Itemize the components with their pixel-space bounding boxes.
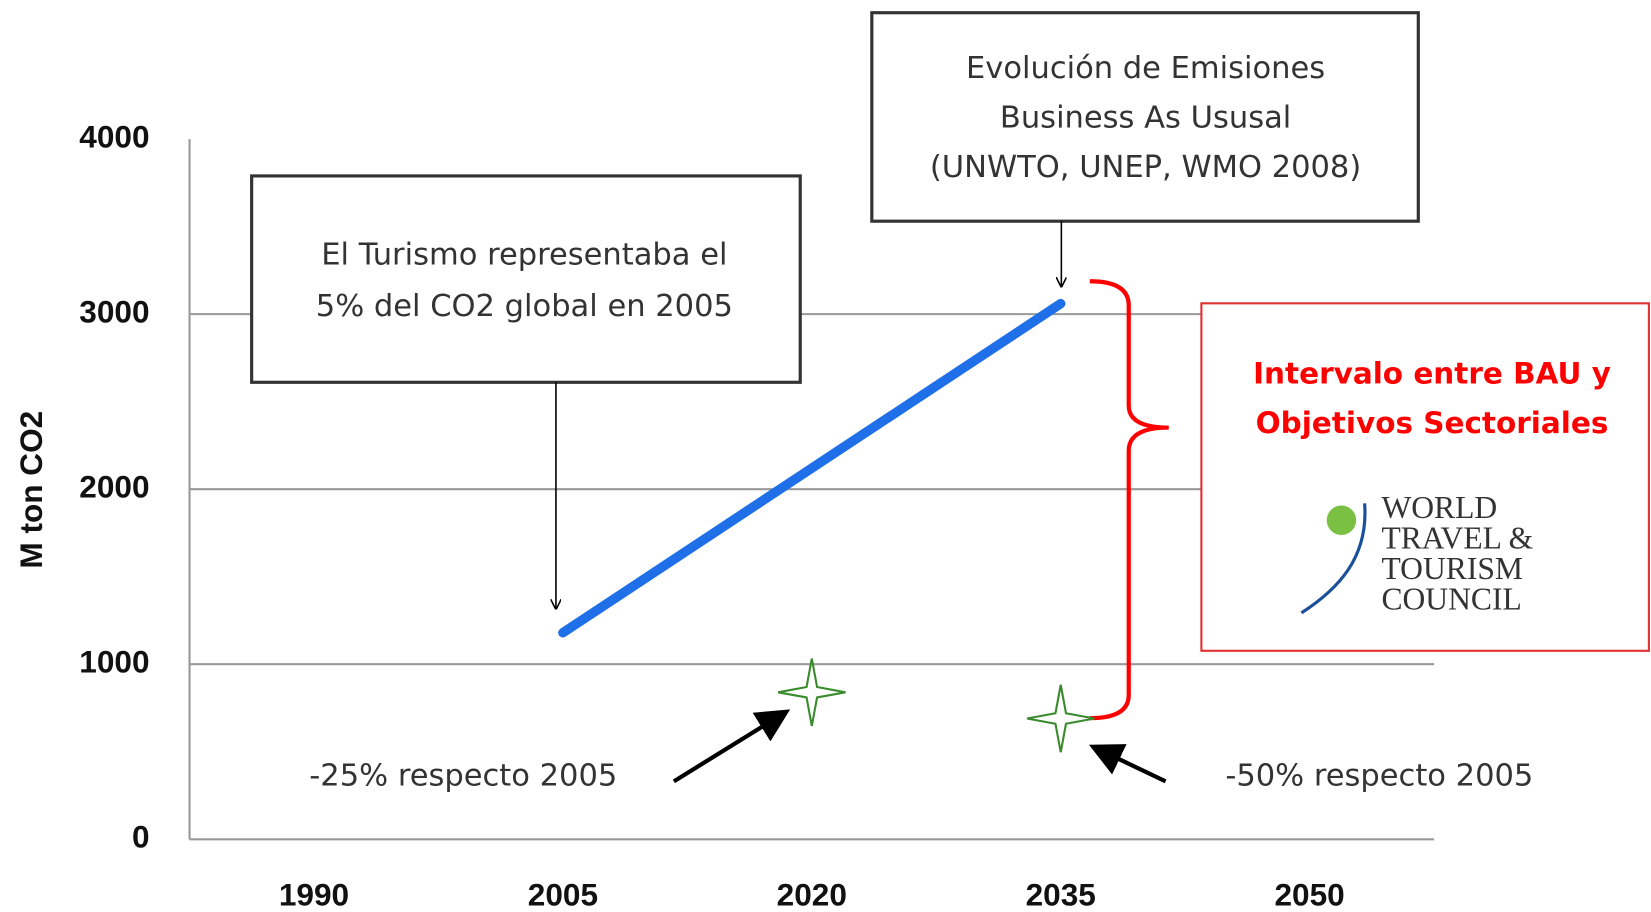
y-tick-label: 0 (132, 819, 150, 855)
bracket (1089, 279, 1169, 721)
annotation-text: Objetivos Sectoriales (1256, 406, 1609, 440)
x-tick-label: 2050 (1275, 877, 1345, 912)
annotation-text: El Turismo representaba el (321, 237, 727, 272)
annotation-text: -50% respecto 2005 (1225, 759, 1533, 794)
star-marker (777, 658, 846, 727)
x-tick-label: 2005 (528, 877, 598, 912)
arrow (672, 709, 791, 784)
annotation-text: Evolución de Emisiones (966, 51, 1325, 86)
y-tick-label: 3000 (79, 293, 149, 329)
annotation-box (250, 174, 802, 384)
x-tick-label: 1990 (279, 877, 349, 912)
x-tick-label: 2020 (777, 877, 847, 912)
logo-text: TRAVEL & (1381, 521, 1533, 556)
arrow (1088, 744, 1167, 784)
annotation-box (870, 11, 1420, 223)
line (558, 298, 1066, 638)
x-tick-label: 2035 (1026, 877, 1096, 912)
y-tick-label: 4000 (79, 118, 149, 154)
annotation-text: -25% respecto 2005 (309, 759, 617, 794)
logo-text: TOURISM (1381, 551, 1523, 586)
logo-swoosh (1300, 503, 1367, 615)
logo-text: COUNCIL (1381, 582, 1521, 617)
star-marker (1026, 684, 1095, 753)
annotation-text: (UNWTO, UNEP, WMO 2008) (930, 150, 1361, 185)
logo-text: WORLD (1381, 490, 1497, 525)
annotation-box (1200, 302, 1650, 652)
y-axis-label: M ton CO2 (13, 411, 49, 569)
y-tick-label: 1000 (79, 644, 149, 680)
annotation-text: Intervalo entre BAU y (1253, 356, 1611, 390)
logo-dot (1326, 505, 1357, 535)
annotation-text: 5% del CO2 global en 2005 (316, 289, 733, 324)
annotation-text: Business As Ususal (1000, 101, 1291, 136)
y-tick-label: 2000 (79, 469, 149, 505)
